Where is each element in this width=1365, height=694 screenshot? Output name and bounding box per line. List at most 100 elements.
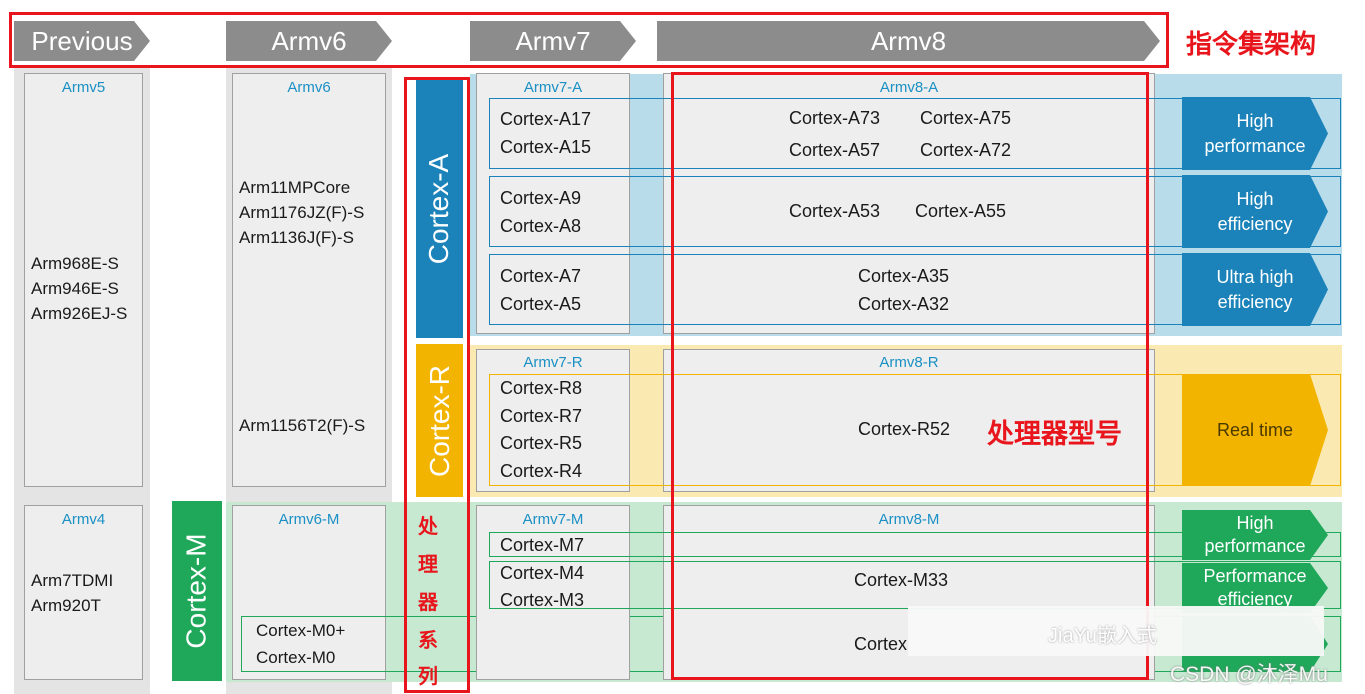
a-group-high-performance [489, 98, 1341, 169]
header-armv8-label: Armv8 [870, 25, 947, 56]
perf-a2-line2: efficiency [1217, 213, 1293, 234]
perf-m2-line2: efficiency [1217, 589, 1293, 609]
armv8a-core-a73: Cortex-A73 [789, 108, 881, 128]
armv5-panel: Armv5 Arm968E-S Arm946E-S Arm926EJ-S [24, 73, 143, 487]
a-group-high-efficiency [489, 176, 1341, 247]
armv8a-core-a32: Cortex-A32 [858, 294, 950, 314]
armv5-core-1: Arm968E-S [31, 254, 119, 273]
header-armv6-label: Armv6 [271, 25, 347, 56]
perf-a2-line1: High [1236, 188, 1274, 209]
isa-label: 指令集架构 [1186, 29, 1317, 59]
armv7a-core-a17: Cortex-A17 [500, 109, 592, 129]
m-group-high-performance [489, 532, 1341, 557]
armv7m-core-m7: Cortex-M7 [500, 535, 585, 555]
header-armv7-label: Armv7 [515, 25, 591, 56]
header-previous-label: Previous [31, 25, 133, 56]
armv7m-core-m3: Cortex-M3 [500, 590, 585, 610]
series-char-2: 理 [418, 554, 438, 576]
perf-a1-line2: performance [1204, 135, 1306, 156]
armv7r-core-r7: Cortex-R7 [500, 406, 583, 426]
armv8a-core-a57: Cortex-A57 [789, 140, 881, 160]
armv8m-title: Armv8-M [878, 511, 940, 528]
perf-a-high-performance: High performance [1182, 97, 1328, 170]
armv6m-title: Armv6-M [278, 511, 340, 528]
armv7r-title: Armv7-R [523, 354, 583, 371]
armv7a-core-a9: Cortex-A9 [500, 188, 582, 208]
armv8m-core-m33: Cortex-M33 [854, 570, 949, 590]
perf-m1-line2: performance [1204, 536, 1306, 556]
perf-a3-line1: Ultra high [1216, 266, 1294, 287]
armv6-panel: Armv6 Arm11MPCore Arm1176JZ(F)-S Arm1136… [232, 73, 386, 487]
perf-a-high-efficiency: High efficiency [1182, 175, 1328, 248]
armv6-core-3: Arm1136J(F)-S [239, 228, 354, 247]
header-armv6: Armv6 [226, 21, 392, 61]
perf-r-real-time: Real time [1182, 374, 1328, 486]
perf-a1-line1: High [1236, 110, 1274, 131]
armv7a-core-a5: Cortex-A5 [500, 294, 582, 314]
armv7a-core-a15: Cortex-A15 [500, 137, 592, 157]
armv5-core-2: Arm946E-S [31, 279, 119, 298]
r-group-real-time [489, 374, 1341, 486]
header-armv8: Armv8 [657, 21, 1160, 61]
armv7m-core-m4: Cortex-M4 [500, 563, 585, 583]
watermark-overlay [908, 606, 1324, 656]
armv8a-title: Armv8-A [879, 79, 939, 96]
armv8m-core-partial: Cortex [854, 634, 908, 654]
header-previous: Previous [14, 21, 150, 61]
perf-m1-line1: High [1236, 513, 1274, 533]
armv7a-core-a7: Cortex-A7 [500, 266, 582, 286]
perf-m-high-performance: High performance [1182, 510, 1328, 560]
perf-m2-line1: Performance [1203, 566, 1307, 586]
armv6m-panel: Armv6-M [232, 505, 386, 680]
armv5-core-3: Arm926EJ-S [31, 304, 128, 323]
armv7r-core-r4: Cortex-R4 [500, 461, 583, 481]
armv8a-core-a55: Cortex-A55 [915, 201, 1007, 221]
cortex-r-family-label: Cortex-R [416, 344, 463, 497]
armv7a-core-a8: Cortex-A8 [500, 216, 582, 236]
armv8a-core-a35: Cortex-A35 [858, 266, 950, 286]
armv8a-core-a75: Cortex-A75 [920, 108, 1012, 128]
series-char-4: 系 [418, 630, 438, 652]
series-char-5: 列 [418, 666, 438, 688]
armv5-title: Armv5 [61, 79, 106, 96]
armv8r-core-r52: Cortex-R52 [858, 419, 951, 439]
model-highlight-box [671, 72, 1149, 680]
armv6m-core-1: Cortex-M0+ [256, 621, 346, 640]
armv4-core-1: Arm7TDMI [31, 571, 114, 590]
armv7a-panel: Armv7-A [476, 73, 630, 334]
armv8a-core-a53: Cortex-A53 [789, 201, 881, 221]
armv4-title: Armv4 [61, 511, 106, 528]
armv6m-core-2: Cortex-M0 [256, 648, 336, 667]
series-highlight-box [404, 77, 470, 693]
armv8a-core-a72: Cortex-A72 [920, 140, 1012, 160]
armv7m-title: Armv7-M [522, 511, 584, 528]
cortex-m-family-label: Cortex-M [172, 501, 222, 681]
isa-highlight-box [9, 12, 1169, 68]
armv6-core-r: Arm1156T2(F)-S [239, 416, 366, 435]
watermark-csdn: CSDN @沐泽Mu [1170, 663, 1328, 686]
armv6-title: Armv6 [287, 79, 331, 96]
armv7a-title: Armv7-A [523, 79, 583, 96]
perf-m-perf-efficiency: Performance efficiency [1182, 563, 1328, 613]
header-armv7: Armv7 [470, 21, 636, 61]
series-char-1: 处 [418, 516, 438, 538]
cortex-a-family-label: Cortex-A [416, 80, 463, 338]
armv6-core-2: Arm1176JZ(F)-S [239, 203, 365, 222]
armv8r-title: Armv8-R [879, 354, 939, 371]
perf-a3-line2: efficiency [1217, 291, 1293, 312]
a-group-ultra-efficiency [489, 254, 1341, 325]
watermark-jiayu: JiaYu嵌入式 [1048, 625, 1157, 647]
armv7m-panel: Armv7-M [476, 505, 630, 680]
model-label: 处理器型号 [987, 419, 1122, 449]
armv4-core-2: Arm920T [31, 596, 101, 615]
armv7r-core-r5: Cortex-R5 [500, 433, 583, 453]
perf-a-ultra-efficiency: Ultra high efficiency [1182, 253, 1328, 326]
armv8r-panel: Armv8-R [663, 349, 1155, 492]
armv7r-core-r8: Cortex-R8 [500, 378, 583, 398]
cortex-m-family-text: Cortex-M [181, 533, 212, 649]
armv4-panel: Armv4 Arm7TDMI Arm920T [24, 505, 143, 680]
perf-r1-label: Real time [1216, 419, 1294, 440]
armv7r-panel: Armv7-R [476, 349, 630, 492]
armv6-core-1: Arm11MPCore [239, 178, 351, 197]
armv8a-panel: Armv8-A [663, 73, 1155, 334]
